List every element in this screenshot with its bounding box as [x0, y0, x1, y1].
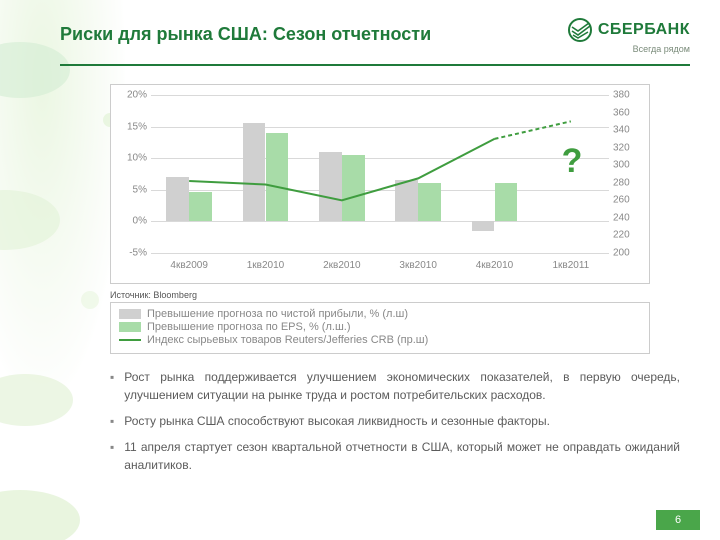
legend-swatch [119, 309, 141, 319]
y-left-tick: 10% [119, 153, 147, 164]
y-left-tick: 15% [119, 121, 147, 132]
bullet-icon: ▪ [110, 438, 114, 474]
legend-label: Превышение прогноза по EPS, % (л.ш.) [147, 321, 351, 333]
bullet-icon: ▪ [110, 412, 114, 430]
x-tick: 2кв2010 [323, 260, 361, 271]
y-left-tick: -5% [119, 248, 147, 259]
y-right-tick: 360 [613, 107, 639, 118]
page-title: Риски для рынка США: Сезон отчетности [60, 24, 431, 45]
y-left-tick: 20% [119, 90, 147, 101]
legend-swatch [119, 339, 141, 341]
x-tick: 1кв2010 [247, 260, 285, 271]
x-tick: 3кв2010 [399, 260, 437, 271]
list-item: ▪ Росту рынка США способствуют высокая ли… [110, 412, 680, 430]
chart-source: Источник: Bloomberg [110, 290, 690, 300]
chart-legend: Превышение прогноза по чистой прибыли, %… [110, 302, 650, 354]
line-series [151, 95, 609, 253]
legend-label: Превышение прогноза по чистой прибыли, %… [147, 308, 408, 320]
x-tick: 4кв2010 [476, 260, 514, 271]
y-right-tick: 240 [613, 212, 639, 223]
sberbank-icon [568, 18, 592, 42]
chart-frame: -5% 0% 5% 10% 15% 20% 200 220 240 260 280 300 320 340… [110, 84, 650, 284]
y-right-tick: 200 [613, 248, 639, 259]
y-right-tick: 220 [613, 230, 639, 241]
y-right-tick: 260 [613, 195, 639, 206]
page-number: 6 [656, 510, 700, 530]
x-tick: 1кв2011 [552, 260, 589, 271]
list-item: ▪ 11 апреля стартует сезон квартальной от… [110, 438, 680, 474]
legend-item: Индекс сырьевых товаров Reuters/Jefferie… [119, 334, 641, 346]
y-left-tick: 0% [119, 216, 147, 227]
legend-label: Индекс сырьевых товаров Reuters/Jefferie… [147, 334, 428, 346]
brand-logo: СБЕРБАНК Всегда рядом [568, 18, 690, 54]
y-right-tick: 340 [613, 125, 639, 136]
bullet-list: ▪ Рост рынка поддерживается улучшением эк… [110, 368, 690, 474]
brand-tagline: Всегда рядом [568, 44, 690, 54]
y-right-tick: 320 [613, 142, 639, 153]
y-right-tick: 300 [613, 160, 639, 171]
y-right-tick: 380 [613, 90, 639, 101]
bullet-text: Рост рынка поддерживается улучшением эко… [124, 368, 680, 404]
legend-item: Превышение прогноза по чистой прибыли, %… [119, 308, 641, 320]
y-left-tick: 5% [119, 184, 147, 195]
legend-item: Превышение прогноза по EPS, % (л.ш.) [119, 321, 641, 333]
bullet-icon: ▪ [110, 368, 114, 404]
logo-text: СБЕРБАНК [598, 21, 690, 39]
chart-plot-area: -5%0%5%10%15%20%200220240260280300320340… [151, 95, 609, 253]
bullet-text: Росту рынка США способствуют высокая лик… [124, 412, 550, 430]
x-tick: 4кв2009 [170, 260, 208, 271]
list-item: ▪ Рост рынка поддерживается улучшением эк… [110, 368, 680, 404]
y-right-tick: 280 [613, 177, 639, 188]
legend-swatch [119, 322, 141, 332]
question-mark: ? [562, 142, 583, 181]
bullet-text: 11 апреля стартует сезон квартальной отч… [124, 438, 680, 474]
header-divider [60, 64, 690, 66]
